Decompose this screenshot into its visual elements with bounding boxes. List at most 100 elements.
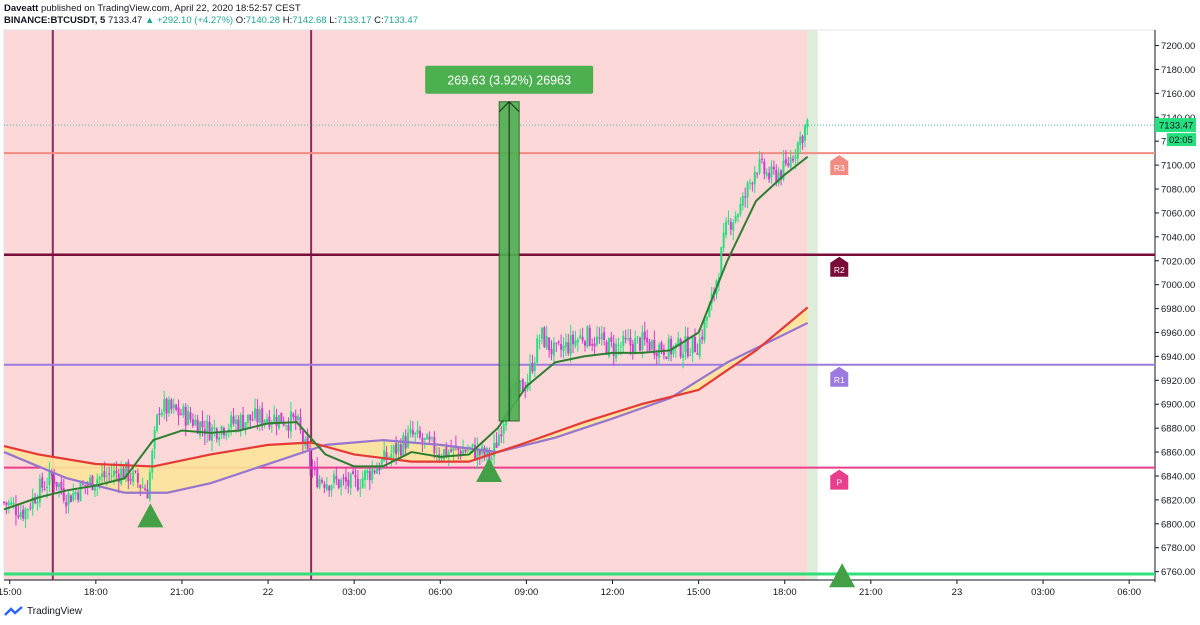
candle-body: [287, 424, 290, 431]
candle-body: [41, 477, 44, 488]
candle-body: [246, 414, 249, 424]
candle-body: [462, 449, 465, 455]
candle-body: [218, 437, 221, 441]
candle-body: [536, 338, 539, 363]
tradingview-brand-label[interactable]: TradingView: [27, 606, 83, 617]
published-text: published on TradingView.com, April 22, …: [40, 3, 301, 14]
candle-body: [564, 341, 567, 348]
candle-body: [380, 459, 383, 469]
candle-body: [230, 415, 233, 428]
candle-body: [746, 182, 749, 198]
candle-body: [359, 487, 362, 489]
bg-red-zone: [4, 30, 808, 580]
candle-body: [593, 343, 596, 347]
x-tick-label: 03:00: [342, 587, 366, 598]
candle-body: [3, 501, 5, 503]
candle-body: [115, 470, 118, 474]
candle-body: [46, 486, 49, 488]
candle-body: [31, 496, 34, 509]
candle-body: [299, 417, 302, 431]
candle-body: [266, 418, 269, 423]
pivot-tag-r2: [830, 256, 849, 277]
candle-body: [120, 468, 123, 484]
candle-body: [705, 316, 708, 321]
candle-body: [93, 485, 96, 491]
candle-body: [17, 515, 20, 518]
candle-body: [242, 414, 245, 429]
y-tick-label: 7080.00: [1161, 185, 1195, 196]
x-tick-label: 12:00: [601, 587, 625, 598]
candle-body: [660, 342, 663, 352]
candle-body: [627, 338, 630, 340]
candle-body: [629, 337, 632, 346]
candle-body: [395, 443, 398, 455]
candle-body: [182, 406, 185, 416]
candle-body: [347, 479, 350, 486]
candle-body: [763, 161, 766, 174]
candle-body: [615, 343, 618, 359]
candle-body: [148, 472, 151, 500]
candle-body: [696, 353, 699, 355]
tradingview-logo-icon: [4, 606, 23, 616]
candle-body: [74, 491, 77, 495]
candle-body: [53, 476, 56, 485]
candle-body: [368, 471, 371, 481]
candle-body: [667, 338, 670, 359]
candle-body: [134, 470, 137, 472]
candle-body: [464, 449, 467, 452]
candle-body: [655, 353, 658, 357]
candle-body: [732, 222, 735, 231]
candle-body: [292, 413, 295, 418]
candle-body: [485, 448, 488, 456]
candle-body: [151, 450, 154, 473]
y-tick-label: 7000.00: [1161, 280, 1195, 291]
candle-body: [421, 438, 424, 442]
candle-body: [55, 482, 58, 487]
candle-body: [117, 473, 120, 483]
candle-body: [792, 158, 795, 161]
candle-body: [69, 495, 72, 503]
candle-body: [392, 445, 395, 453]
candle-body: [65, 502, 68, 507]
candle-body: [81, 484, 84, 486]
candle-body: [569, 334, 572, 355]
x-tick-label: 15:00: [0, 587, 22, 598]
candle-body: [447, 451, 450, 456]
candle-body: [361, 478, 364, 488]
candle-body: [751, 183, 754, 185]
candle-body: [466, 450, 469, 452]
candle-body: [502, 423, 505, 434]
candle-body: [595, 336, 598, 345]
candle-body: [806, 119, 809, 128]
candle-body: [268, 416, 271, 428]
candle-body: [459, 450, 462, 457]
candle-body: [442, 449, 445, 460]
candle-body: [60, 481, 63, 490]
candle-body: [187, 410, 190, 426]
candle-body: [344, 477, 347, 482]
candle-body: [127, 461, 130, 482]
candle-body: [342, 477, 345, 479]
candle-body: [567, 342, 570, 354]
y-tick-label: 6820.00: [1161, 495, 1195, 506]
candle-body: [634, 338, 637, 355]
candle-body: [648, 341, 651, 351]
candle-body: [141, 487, 144, 489]
candle-body: [337, 479, 340, 488]
author-name[interactable]: Daveatt: [4, 3, 39, 14]
candle-body: [610, 337, 613, 342]
candle-body: [261, 408, 264, 425]
candle-body: [409, 428, 412, 433]
candle-body: [62, 488, 65, 501]
publish-info: Daveatt published on TradingView.com, Ap…: [4, 3, 301, 14]
candle-body: [225, 433, 228, 436]
candle-body: [211, 427, 214, 441]
candle-body: [579, 335, 582, 339]
candle-body: [641, 331, 644, 350]
candle-body: [349, 473, 352, 489]
ohlc-low-label: L:: [329, 15, 338, 26]
candle-body: [682, 353, 685, 359]
candle-body: [787, 163, 790, 166]
candle-body: [545, 336, 548, 349]
